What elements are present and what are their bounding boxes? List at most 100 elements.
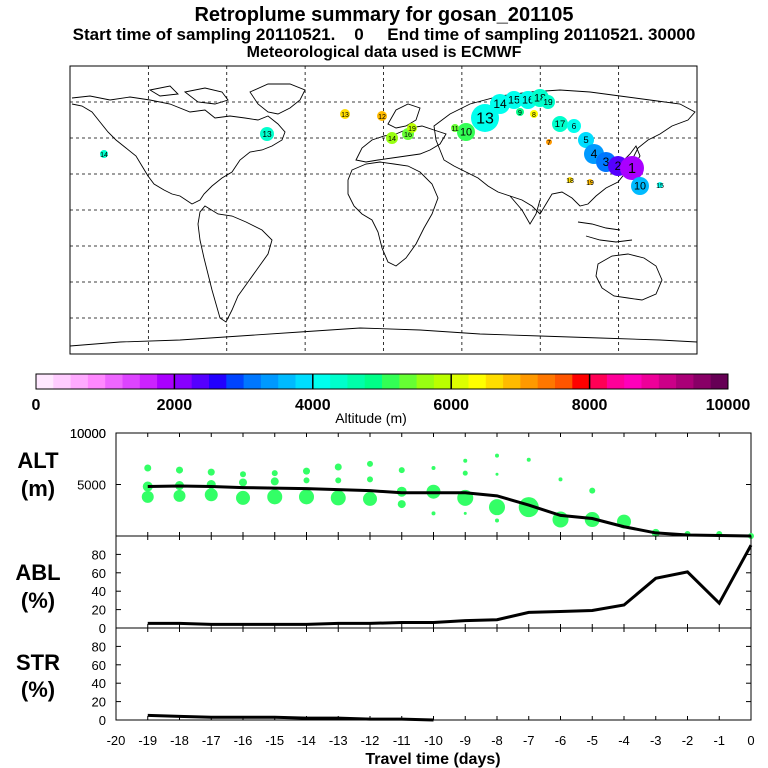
y-tick-label: 40 [92,584,106,599]
alt-point [271,470,278,477]
map-marker-label: 4 [591,147,598,161]
map-marker-label: 11 [451,126,458,133]
colorbar-cell [624,374,642,389]
alt-point [462,470,468,476]
x-tick-label: -15 [265,733,284,748]
map-marker-label: 13 [262,129,272,139]
map-marker-label: 14 [493,97,507,111]
x-tick-label: -5 [586,733,598,748]
altitude-colorbar: 0 2000 4000 6000 8000 10000 Altitude (m) [32,373,751,426]
panel-title: ABL [15,560,60,585]
colorbar-cell [676,374,694,389]
coast-canada-islands [148,85,229,105]
colorbar-tick-label: 0 [32,397,41,414]
coast-asia [433,89,696,215]
alt-mean-line [147,484,752,538]
map-marker-label: 7 [547,140,551,147]
y-tick-label: 40 [92,676,106,691]
alt-point [335,477,342,484]
coast-greenland [249,83,306,115]
colorbar-cell [243,374,262,389]
colorbar-cell [485,374,504,389]
colorbar-cell [382,374,400,389]
panel-str: 0 20 40 60 80 STR(%) [16,627,752,728]
plot-title: Retroplume summary for gosan_201105 [194,4,574,26]
alt-point [398,467,405,474]
map-marker-label: 19 [586,180,594,187]
x-tick-label: -14 [297,733,316,748]
x-tick-label: -13 [329,733,348,748]
y-tick-label: 80 [92,547,106,562]
y-tick-label: 10000 [70,426,106,441]
x-tick-label: -11 [393,733,411,748]
coast-africa [347,161,439,267]
map-marker-circle [587,179,593,185]
map-marker-circle [567,177,573,183]
colorbar-tick-label: 4000 [295,397,331,414]
map-marker-label: 10 [460,127,472,139]
alt-point [495,472,499,476]
alt-point [173,489,186,502]
map-marker-label: 17 [555,119,566,130]
map-marker-circle [620,156,644,180]
map-marker-label: 14 [100,152,108,159]
map-marker-label: 8 [532,112,536,119]
colorbar-cell [433,374,452,389]
colorbar-cell [537,374,556,389]
map-marker-circle [578,132,594,148]
x-tick-label: -2 [682,733,694,748]
x-tick-label: -10 [424,733,443,748]
coast-india [509,195,541,225]
colorbar-cell [157,374,175,389]
colorbar-cell [641,374,660,389]
colorbar-cell [278,374,296,389]
x-axis: -20 -19 -18 -17 -16 -15 -14 -13 -12 -11 -10 -9 -8 -7-… [107,733,755,768]
colorbar-cell [87,374,106,389]
colorbar-cell [330,374,348,389]
colorbar-cell [260,374,279,389]
panel-title: ALT [17,448,59,473]
map-marker-circle [530,110,538,118]
map-marker-circle [260,127,274,141]
str-line [147,713,434,722]
colorbar-cell [399,374,418,389]
alt-point [397,500,406,509]
colorbar-cell [503,374,521,389]
x-tick-label: -3 [650,733,662,748]
alt-point [463,458,468,463]
map-marker-circle [340,109,350,119]
x-tick-label: -17 [202,733,221,748]
colorbar-cell [312,374,331,389]
map-marker-circle [407,123,417,133]
colorbar-tick-label: 10000 [706,397,751,414]
panel-abl: 0 20 40 60 80 ABL (%) [15,535,753,636]
map-marker-label: 3 [603,155,610,169]
map-marker-label: 13 [341,112,349,119]
map-marker-label: 10 [634,181,646,193]
alt-point [495,518,499,523]
colorbar-frame [35,373,729,390]
alt-point [303,467,310,475]
colorbar-cell [295,374,314,389]
alt-point [330,490,346,506]
y-tick-label: 20 [92,695,106,710]
panel-unit: (%) [21,677,55,702]
coast-australia [595,253,663,301]
alt-point [303,477,310,484]
alt-point [141,490,154,503]
colorbar-cell [36,374,54,389]
colorbar-cells [36,374,729,389]
x-tick-label: -6 [555,733,567,748]
y-tick-label: 5000 [77,478,106,493]
colorbar-cell [693,374,712,389]
x-tick-label: -20 [107,733,126,748]
colorbar-tick-label: 6000 [433,397,469,414]
alt-point [334,463,342,471]
alt-point [207,468,215,476]
colorbar-tick-label: 8000 [572,397,608,414]
panel-unit: (m) [21,476,55,501]
x-tick-label: -16 [234,733,253,748]
alt-point [526,457,531,462]
map-marker-circle [516,108,524,116]
